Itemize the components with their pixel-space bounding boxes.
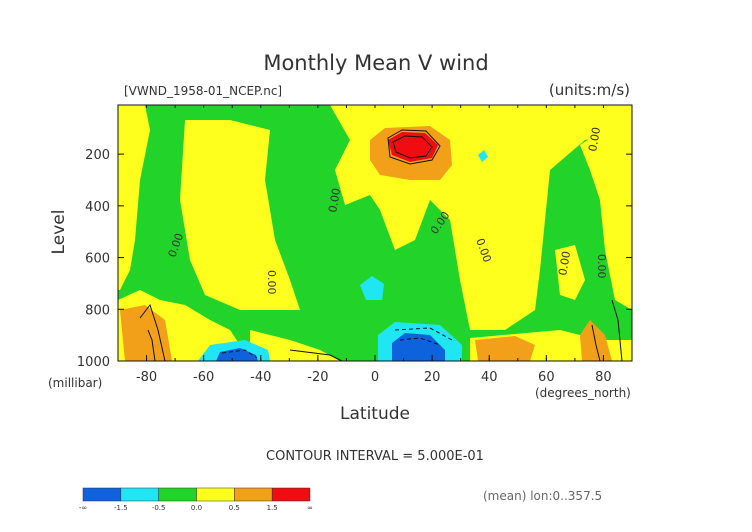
x-axis: -80 -60 -40 -20 0 20 40 60 80 xyxy=(117,105,633,385)
colorbar-label: ∞ xyxy=(307,504,313,512)
x-tick-label: 20 xyxy=(424,370,441,385)
colorbar-label: -1.5 xyxy=(114,504,128,512)
colorbar: -∞ -1.5 -0.5 0.0 0.5 1.5 ∞ xyxy=(79,487,313,512)
plot-area xyxy=(117,104,633,362)
y-tick-label: 400 xyxy=(85,200,110,215)
x-tick-label: 0 xyxy=(371,370,379,385)
x-tick-label: -20 xyxy=(307,370,328,385)
colorbar-swatch xyxy=(234,487,273,502)
region-positive-strong-nh xyxy=(475,336,535,361)
region-negative-small xyxy=(478,150,488,162)
contour-label: 0.00 xyxy=(326,187,343,213)
region-positive-strong-nh2 xyxy=(580,320,612,361)
mean-note: (mean) lon:0..357.5 xyxy=(483,489,602,503)
region-positive-sh-midlat xyxy=(180,120,300,310)
colorbar-label: 0.5 xyxy=(229,504,240,512)
x-axis-label: Latitude xyxy=(340,404,410,424)
colorbar-label: 0.0 xyxy=(191,504,202,512)
contour-label: 0.00 xyxy=(586,126,603,152)
x-tick-label: 40 xyxy=(481,370,498,385)
region-positive-max xyxy=(388,132,438,162)
colorbar-swatch xyxy=(82,487,122,502)
region-negative-strong-sh xyxy=(216,348,258,361)
region-positive-strong-sh xyxy=(120,305,172,361)
colorbar-label: -0.5 xyxy=(152,504,166,512)
y-axis-units: (millibar) xyxy=(48,376,102,390)
file-label: [VWND_1958-01_NCEP.nc] xyxy=(124,84,282,98)
contour-label: 0.00 xyxy=(556,250,573,276)
contour-label: 0.00 xyxy=(595,254,608,279)
x-tick-label: 60 xyxy=(538,370,555,385)
colorbar-label: -∞ xyxy=(79,504,87,512)
colorbar-label: 1.5 xyxy=(267,504,278,512)
contour-labels: 0.00 0.00 0.00 0.00 0.00 0.00 0.00 0.00 xyxy=(166,126,608,294)
x-axis-units: (degrees_north) xyxy=(535,386,631,400)
colorbar-swatch xyxy=(158,487,197,502)
colorbar-swatch xyxy=(196,487,235,502)
chart-title: Monthly Mean V wind xyxy=(263,51,488,75)
region-positive-west xyxy=(118,105,150,290)
x-tick-label: -80 xyxy=(136,370,157,385)
x-tick-label: 80 xyxy=(595,370,612,385)
region-positive-nh-small xyxy=(555,245,585,300)
y-tick-label: 1000 xyxy=(77,355,110,370)
colorbar-swatch xyxy=(120,487,159,502)
colorbar-swatch xyxy=(271,487,311,502)
x-tick-label: -40 xyxy=(250,370,271,385)
units-label: (units:m/s) xyxy=(549,81,630,99)
contour-lines xyxy=(139,129,623,361)
y-axis-label: Level xyxy=(49,210,69,255)
contour-label: 0.00 xyxy=(265,270,278,295)
contour-interval: CONTOUR INTERVAL = 5.000E-01 xyxy=(266,449,484,464)
region-negative-strong-eq xyxy=(392,333,445,361)
y-axis: 200 400 600 800 1000 xyxy=(77,148,632,370)
region-positive-nh xyxy=(580,110,632,310)
y-tick-label: 200 xyxy=(85,148,110,163)
y-tick-label: 600 xyxy=(85,252,110,267)
x-tick-label: -60 xyxy=(193,370,214,385)
y-tick-label: 800 xyxy=(85,303,110,318)
region-negative-eq-mid xyxy=(360,276,384,300)
